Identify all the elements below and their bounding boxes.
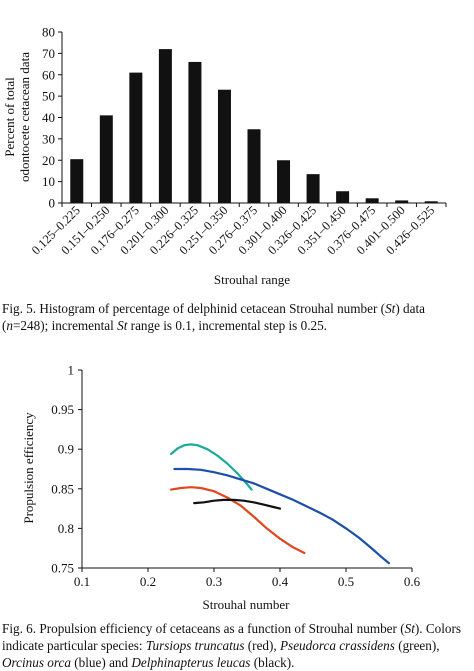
caption6-st: St (404, 621, 415, 636)
histogram-bar (70, 159, 84, 203)
caption5-st: St (117, 318, 128, 333)
histogram-y-tick-label: 10 (42, 174, 55, 189)
figure-6-caption: Fig. 6. Propulsion efficiency of cetacea… (2, 620, 472, 671)
caption5-text: =248); incremental (13, 318, 118, 333)
caption5-text: ) data ( (2, 301, 425, 333)
efficiency-x-ticks: 0.1 0.2 0.3 0.4 0.5 0.6 (74, 568, 421, 589)
caption5-text: range is 0.1, incremental step is 0.25. (127, 318, 327, 333)
caption6-text: ). Colors indicate particular species: (2, 621, 462, 653)
histogram-y-ticks: 0 10 20 30 40 50 60 70 80 (42, 25, 62, 211)
histogram-y-tick-label: 40 (42, 110, 55, 125)
efficiency-y-tick-label: 0.9 (58, 442, 74, 457)
histogram-bar (336, 191, 350, 203)
efficiency-series (170, 443, 390, 565)
efficiency-x-axis-label: Strouhal number (202, 597, 290, 612)
efficiency-y-tick-label: 0.8 (58, 521, 74, 536)
efficiency-y-axis-label: Propulsion efficiency (21, 412, 36, 524)
histogram-y-tick-label: 60 (42, 67, 55, 82)
caption6-text: (green), (394, 638, 440, 653)
histogram-bar (217, 89, 231, 203)
efficiency-y-tick-label: 0.75 (51, 561, 74, 576)
caption5-text: Fig. 5. Histogram of percentage of delph… (2, 301, 386, 316)
efficiency-y-ticks: 0.75 0.8 0.85 0.9 0.95 1 (51, 363, 82, 576)
histogram-bar (424, 201, 438, 203)
histogram-y-tick-label: 20 (42, 153, 55, 168)
efficiency-x-tick-label: 0.2 (140, 574, 156, 589)
efficiency-line-chart: Propulsion efficiency 0.75 0.8 0.85 0.9 0.95… (21, 363, 421, 613)
caption6-species: Delphinapterus leucas (131, 655, 251, 670)
efficiency-y-tick-label: 0.95 (51, 402, 74, 417)
caption6-text: (blue) and (70, 655, 132, 670)
histogram-y-tick-label: 80 (42, 25, 55, 40)
histogram-y-axis-label: Percent of total odontocete cetacean dat… (2, 52, 32, 182)
histogram-bar (129, 72, 143, 203)
efficiency-axes (81, 370, 412, 569)
efficiency-x-tick-label: 0.5 (338, 574, 354, 589)
caption6-species: Pseudorca crassidens (280, 638, 395, 653)
caption6-species: Tursiops truncatus (145, 638, 245, 653)
efficiency-x-tick-label: 0.1 (74, 574, 90, 589)
efficiency-series-line (173, 467, 390, 565)
histogram-bar (247, 129, 261, 203)
efficiency-series-line (170, 443, 253, 491)
histogram-x-ticks: 0.125–0.2250.151–0.2500.176–0.2750.201–0… (29, 203, 447, 257)
histogram-ylabel-line2: odontocete cetacean data (17, 52, 32, 182)
histogram-bar (395, 200, 409, 203)
efficiency-x-tick-label: 0.6 (404, 574, 421, 589)
histogram-y-tick-label: 30 (42, 131, 55, 146)
histogram-bars (70, 49, 438, 203)
caption5-st: St (385, 301, 396, 316)
histogram-bar (306, 174, 320, 203)
efficiency-x-tick-label: 0.4 (272, 574, 289, 589)
caption5-n: n (6, 318, 13, 333)
caption6-species: Orcinus orca (2, 655, 71, 670)
histogram-chart: Percent of total odontocete cetacean dat… (2, 25, 447, 287)
caption6-text: Fig. 6. Propulsion efficiency of cetacea… (2, 621, 405, 636)
histogram-x-axis-label: Strouhal range (214, 272, 290, 287)
efficiency-y-tick-label: 0.85 (51, 481, 74, 496)
efficiency-series-line (170, 486, 306, 555)
histogram-bar (158, 49, 172, 203)
histogram-bar (188, 61, 202, 203)
histogram-bar (99, 115, 113, 203)
efficiency-x-tick-label: 0.3 (206, 574, 222, 589)
histogram-bar (365, 198, 379, 203)
figure-5-caption: Fig. 5. Histogram of percentage of delph… (2, 300, 472, 334)
caption6-text: (red), (244, 638, 280, 653)
histogram-y-tick-label: 50 (42, 89, 55, 104)
histogram-ylabel-line1: Percent of total (2, 77, 17, 157)
efficiency-y-tick-label: 1 (68, 363, 75, 378)
histogram-y-tick-label: 0 (49, 196, 56, 211)
efficiency-series-line (193, 498, 282, 510)
histogram-bar (277, 160, 291, 203)
caption6-text: (black). (250, 655, 295, 670)
histogram-y-tick-label: 70 (42, 46, 55, 61)
